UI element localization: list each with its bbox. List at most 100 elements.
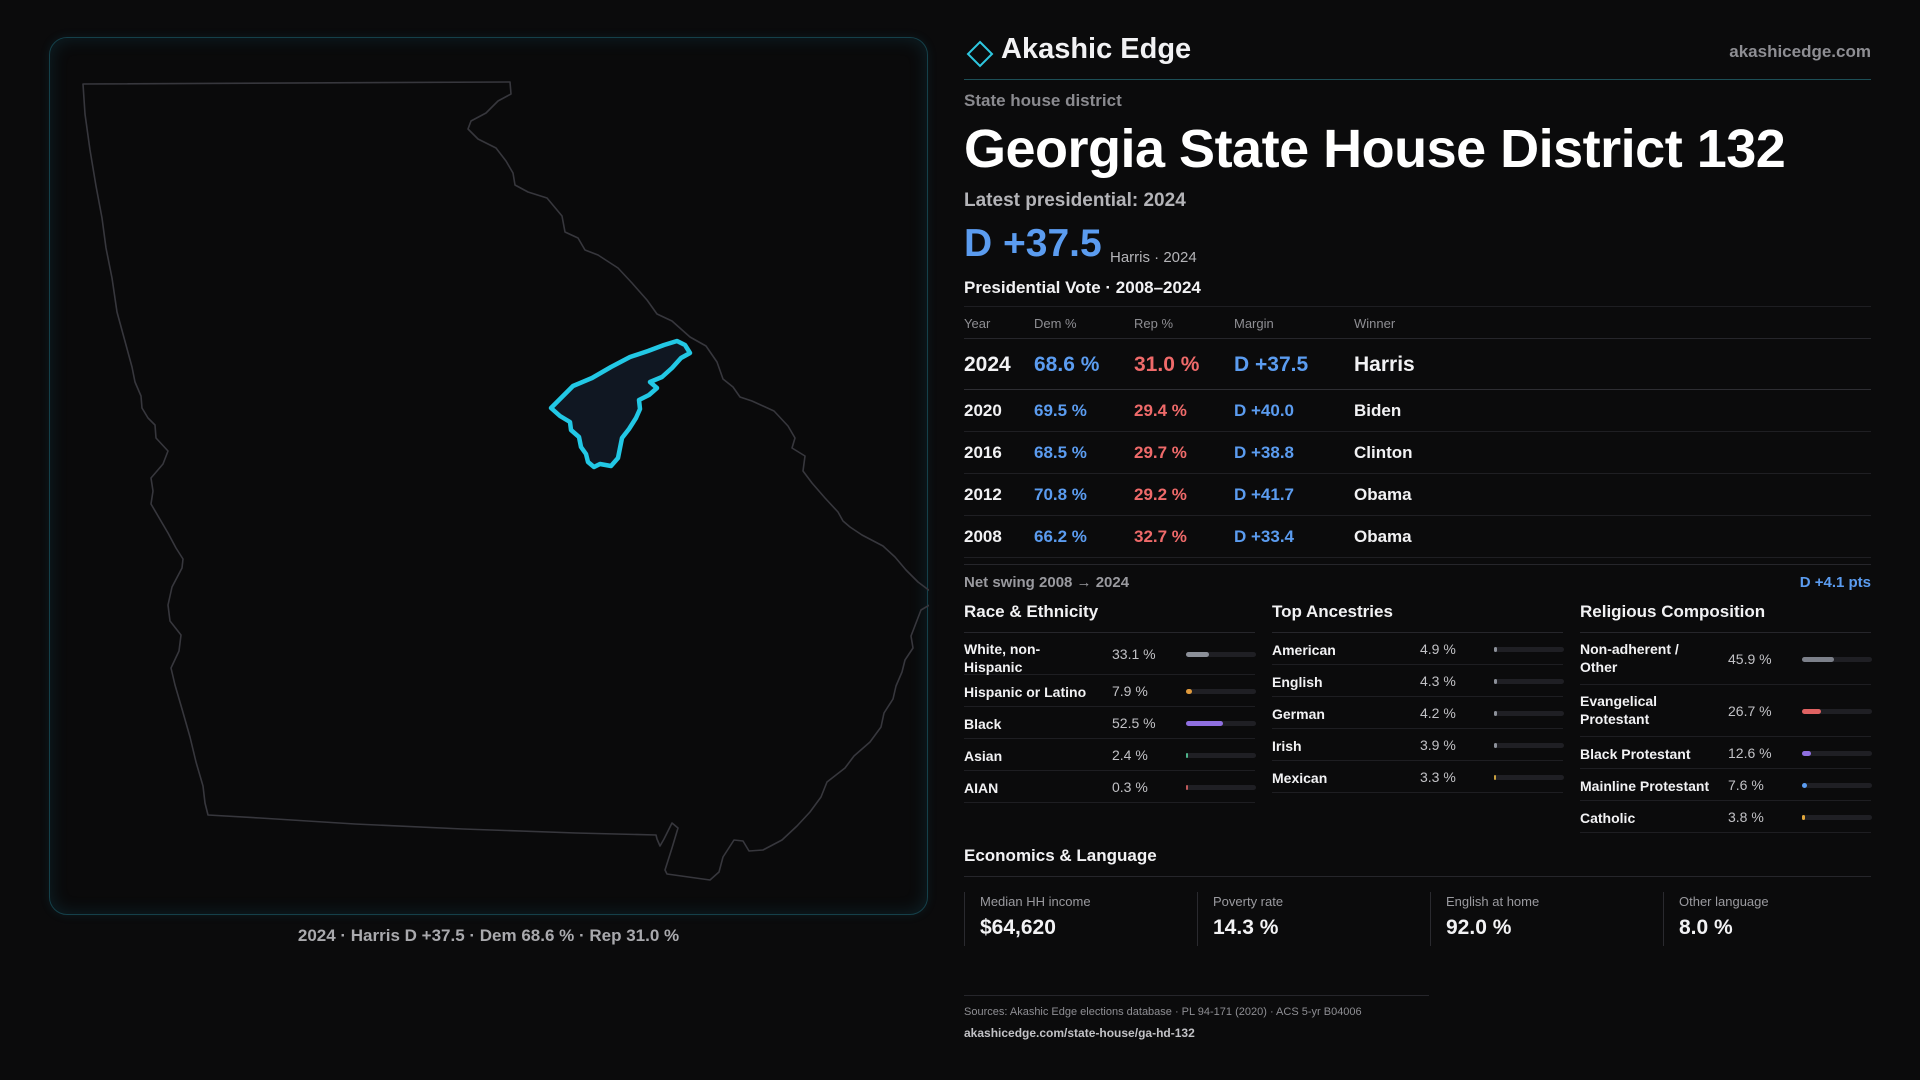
page-title: Georgia State House District 132 xyxy=(964,119,1786,179)
latest-presidential-label: Latest presidential: 2024 xyxy=(964,190,1186,211)
demo-percent: 7.9 % xyxy=(1112,683,1148,699)
demo-percent: 0.3 % xyxy=(1112,779,1148,795)
top-ancestries-title: Top Ancestries xyxy=(1272,602,1563,633)
race-ethnicity-section: Race & Ethnicity White, non-Hispanic 33.1… xyxy=(964,602,1256,803)
row-winner: Harris xyxy=(1354,353,1415,376)
demo-row: Mainline Protestant 7.6 % xyxy=(1580,769,1872,801)
presidential-vote-title: Presidential Vote · 2008–2024 xyxy=(964,278,1201,297)
map-caption: 2024 · Harris D +37.5 · Dem 68.6 % · Rep… xyxy=(297,926,680,945)
source-url-link[interactable]: akashicedge.com/state-house/ga-hd-132 xyxy=(964,1026,1195,1040)
header-margin: Margin xyxy=(1234,316,1274,331)
demo-bar-fill xyxy=(1802,815,1805,820)
econ-english-at-home: English at home 92.0 % xyxy=(1430,892,1650,946)
demo-bar-track xyxy=(1494,679,1564,684)
econ-label: English at home xyxy=(1446,894,1540,909)
header-winner: Winner xyxy=(1354,316,1396,331)
demo-bar-fill xyxy=(1802,657,1835,662)
demo-bar-track xyxy=(1186,753,1256,758)
demo-row: AIAN 0.3 % xyxy=(964,771,1256,803)
row-margin: D +37.5 xyxy=(1234,353,1309,376)
demo-bar-fill xyxy=(1802,709,1821,714)
district-132-highlight[interactable] xyxy=(548,338,693,470)
demo-bar-fill xyxy=(1494,647,1498,652)
demo-label: German xyxy=(1272,706,1325,722)
row-rep: 32.7 % xyxy=(1134,527,1187,546)
header-year: Year xyxy=(964,316,991,331)
economics-language-title: Economics & Language xyxy=(964,846,1871,877)
demo-label: English xyxy=(1272,674,1323,690)
state-map[interactable] xyxy=(50,38,929,916)
demo-row: German 4.2 % xyxy=(1272,697,1564,729)
map-panel[interactable] xyxy=(49,37,929,916)
demo-bar-fill xyxy=(1186,689,1192,694)
demo-bar-fill xyxy=(1494,743,1497,748)
demo-bar-track xyxy=(1802,657,1872,662)
sources-footer: Sources: Akashic Edge elections database… xyxy=(964,995,1429,1040)
demo-percent: 4.9 % xyxy=(1420,641,1456,657)
row-margin: D +38.8 xyxy=(1234,443,1295,462)
net-swing-label: Net swing 2008 → 2024 xyxy=(964,574,1130,591)
demo-label: Non-adherent / Other xyxy=(1580,641,1679,675)
demo-bar-fill xyxy=(1494,679,1497,684)
net-swing-value: D +4.1 pts xyxy=(1799,574,1871,591)
demo-bar-fill xyxy=(1186,721,1223,726)
brand-header: Akashic Edge akashicedge.com xyxy=(964,30,1871,80)
top-ancestries-section: Top Ancestries American 4.9 % English 4.3 %… xyxy=(1272,602,1564,793)
district-type-label: State house district xyxy=(964,91,1122,110)
row-rep: 29.4 % xyxy=(1134,401,1187,420)
demo-bar-track xyxy=(1494,711,1564,716)
row-dem: 66.2 % xyxy=(1034,527,1087,546)
demo-bar-fill xyxy=(1494,711,1497,716)
row-year: 2024 xyxy=(964,353,1011,376)
table-row: 2008 66.2 % 32.7 % D +33.4 Obama xyxy=(964,516,1871,558)
demo-row: White, non-Hispanic 33.1 % xyxy=(964,633,1256,675)
demo-bar-fill xyxy=(1494,775,1497,780)
econ-value: 8.0 % xyxy=(1679,916,1733,939)
demo-row: Black 52.5 % xyxy=(964,707,1256,739)
demo-label: AIAN xyxy=(964,780,999,796)
row-winner: Clinton xyxy=(1354,443,1413,462)
econ-label: Other language xyxy=(1679,894,1769,909)
row-rep: 29.2 % xyxy=(1134,485,1187,504)
row-winner: Biden xyxy=(1354,401,1402,420)
row-margin: D +33.4 xyxy=(1234,527,1295,546)
header-rep: Rep % xyxy=(1134,316,1174,331)
demo-bar-fill xyxy=(1802,751,1811,756)
presidential-vote-table: Year Dem % Rep % Margin Winner 2024 68.6… xyxy=(964,306,1871,558)
row-year: 2020 xyxy=(964,401,1002,420)
demo-label: Black Protestant xyxy=(1580,746,1691,762)
brand-url-link[interactable]: akashicedge.com xyxy=(1729,42,1871,61)
demo-row: English 4.3 % xyxy=(1272,665,1564,697)
demo-row: Irish 3.9 % xyxy=(1272,729,1564,761)
demo-percent: 4.3 % xyxy=(1420,673,1456,689)
demo-percent: 2.4 % xyxy=(1112,747,1148,763)
demo-label: American xyxy=(1272,642,1336,658)
demo-percent: 45.9 % xyxy=(1728,651,1772,667)
demo-row: Evangelical Protestant 26.7 % xyxy=(1580,685,1872,737)
row-year: 2012 xyxy=(964,485,1002,504)
demo-percent: 52.5 % xyxy=(1112,715,1156,731)
demo-percent: 26.7 % xyxy=(1728,703,1772,719)
demo-percent: 12.6 % xyxy=(1728,745,1772,761)
religious-composition-section: Religious Composition Non-adherent / Oth… xyxy=(1580,602,1872,833)
demo-row: Hispanic or Latino 7.9 % xyxy=(964,675,1256,707)
econ-label: Median HH income xyxy=(980,894,1091,909)
sources-text: Sources: Akashic Edge elections database… xyxy=(964,1006,1362,1018)
row-year: 2016 xyxy=(964,443,1002,462)
demo-percent: 4.2 % xyxy=(1420,705,1456,721)
demo-bar-track xyxy=(1802,815,1872,820)
row-margin: D +40.0 xyxy=(1234,401,1295,420)
demo-bar-fill xyxy=(1186,652,1210,657)
demo-row: Asian 2.4 % xyxy=(964,739,1256,771)
race-ethnicity-title: Race & Ethnicity xyxy=(964,602,1255,633)
demo-label: Mexican xyxy=(1272,770,1328,786)
demo-label: Black xyxy=(964,716,1002,732)
brand-name: Akashic Edge xyxy=(1001,33,1192,65)
econ-other-language: Other language 8.0 % xyxy=(1663,892,1883,946)
row-year: 2008 xyxy=(964,527,1002,546)
row-dem: 69.5 % xyxy=(1034,401,1087,420)
demo-percent: 7.6 % xyxy=(1728,777,1764,793)
row-rep: 31.0 % xyxy=(1134,353,1200,376)
demo-row: Non-adherent / Other 45.9 % xyxy=(1580,633,1872,685)
demo-bar-track xyxy=(1494,647,1564,652)
